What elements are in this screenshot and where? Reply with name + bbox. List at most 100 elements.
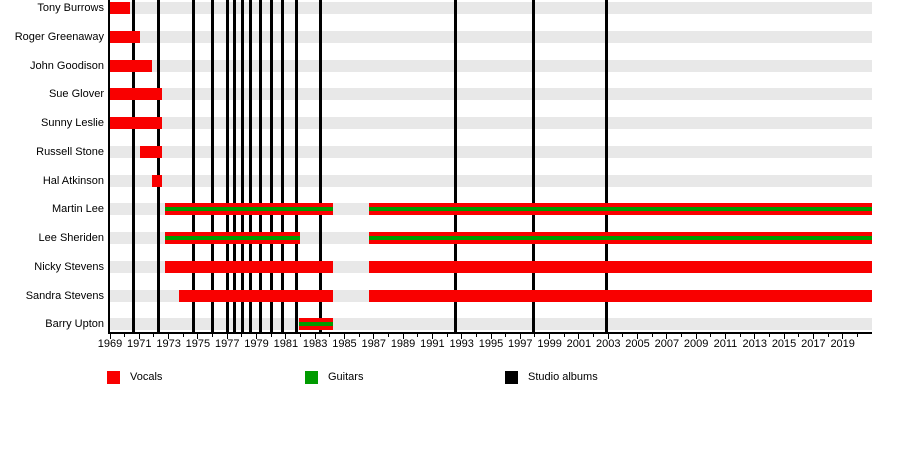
- member-row-track: [110, 88, 872, 101]
- x-axis-minor-tick: [651, 334, 653, 337]
- member-name-label: John Goodison: [30, 59, 104, 72]
- x-axis-tick-label: 1969: [97, 338, 123, 350]
- x-axis-minor-tick: [827, 334, 829, 337]
- member-vocals-bar: [369, 289, 872, 302]
- legend-label-studio-albums: Studio albums: [528, 371, 598, 383]
- x-axis-tick-label: 1975: [185, 338, 211, 350]
- vocals-swatch-icon: [107, 370, 120, 384]
- x-axis-major-tick: [519, 334, 521, 339]
- studio-albums-swatch-icon: [505, 370, 518, 384]
- member-row-track: [110, 59, 872, 72]
- member-name-label: Hal Atkinson: [42, 174, 104, 187]
- studio-album-line: [318, 0, 322, 332]
- member-name-label: Tony Burrows: [37, 2, 104, 14]
- x-axis-minor-tick: [212, 334, 214, 337]
- x-axis-tick-label: 2015: [771, 338, 797, 350]
- member-vocals-bar: [110, 2, 130, 14]
- member-vocals-bar: [110, 59, 152, 72]
- x-axis-minor-tick: [182, 334, 184, 337]
- x-axis-tick-label: 2007: [654, 338, 680, 350]
- member-vocals-bar: [369, 203, 872, 216]
- x-axis-major-tick: [490, 334, 492, 339]
- studio-album-line: [605, 0, 609, 332]
- x-axis-tick-label: 1991: [420, 338, 445, 350]
- member-vocals-bar: [110, 88, 163, 101]
- legend-label-guitars: Guitars: [328, 371, 364, 383]
- x-axis-minor-tick: [270, 334, 272, 337]
- x-axis-tick-label: 2005: [625, 338, 650, 350]
- x-axis-major-tick: [256, 334, 258, 339]
- x-axis-tick-label: 1981: [273, 338, 299, 350]
- member-vocals-bar: [110, 30, 141, 43]
- member-name-label: Barry Upton: [45, 318, 104, 331]
- member-row-track: [110, 174, 872, 187]
- x-axis-tick-label: 1993: [449, 338, 474, 350]
- x-axis-major-tick: [431, 334, 433, 339]
- x-axis-tick-label: 2013: [742, 338, 767, 350]
- member-name-label: Sandra Stevens: [25, 289, 104, 302]
- x-axis-tick-label: 1995: [478, 338, 504, 350]
- x-axis-tick-label: 1983: [302, 338, 328, 350]
- legend-item-studio-albums: Studio albums: [505, 370, 598, 384]
- x-axis-tick-label: 1971: [127, 338, 152, 350]
- x-axis-minor-tick: [798, 334, 800, 337]
- x-axis-major-tick: [842, 334, 844, 339]
- studio-album-line: [211, 0, 215, 332]
- studio-album-line: [269, 0, 273, 332]
- studio-album-line: [294, 0, 298, 332]
- x-axis-major-tick: [812, 334, 814, 339]
- member-row-track: [110, 318, 872, 331]
- x-axis-minor-tick: [475, 334, 477, 337]
- x-axis-minor-tick: [446, 334, 448, 337]
- x-axis-line: [108, 332, 872, 334]
- x-axis-tick-label: 1987: [361, 338, 386, 350]
- x-axis-minor-tick: [768, 334, 770, 337]
- x-axis-minor-tick: [300, 334, 301, 337]
- x-axis-minor-tick: [739, 334, 741, 337]
- x-axis-tick-label: 2003: [595, 338, 621, 350]
- x-axis-major-tick: [373, 334, 375, 339]
- member-vocals-bar: [369, 232, 872, 245]
- x-axis-minor-tick: [505, 334, 507, 337]
- member-vocals-bar: [178, 289, 334, 302]
- studio-album-line: [281, 0, 285, 332]
- x-axis-minor-tick: [153, 334, 155, 337]
- x-axis-tick-label: 2009: [683, 338, 709, 350]
- studio-album-line: [131, 0, 135, 332]
- x-axis-tick-label: 2001: [566, 338, 592, 350]
- member-guitars-stripe: [164, 207, 334, 212]
- x-axis-major-tick: [754, 334, 756, 339]
- x-axis-minor-tick: [241, 334, 243, 337]
- member-name-label: Nicky Stevens: [34, 260, 104, 273]
- x-axis-major-tick: [549, 334, 551, 339]
- x-axis-minor-tick: [710, 334, 712, 337]
- x-axis-major-tick: [402, 334, 404, 339]
- studio-album-line: [233, 0, 237, 332]
- x-axis-minor-tick: [856, 334, 858, 337]
- x-axis-minor-tick: [622, 334, 624, 337]
- x-axis-minor-tick: [563, 334, 565, 337]
- x-axis-minor-tick: [329, 334, 331, 337]
- member-guitars-stripe: [164, 236, 301, 241]
- x-axis-major-tick: [343, 334, 345, 339]
- member-name-label: Russell Stone: [36, 145, 104, 158]
- member-name-label: Martin Lee: [52, 203, 104, 216]
- x-axis-tick-label: 1989: [390, 338, 416, 350]
- member-name-label: Lee Sheriden: [38, 232, 104, 245]
- member-guitars-stripe: [369, 236, 872, 241]
- x-axis-tick-label: 2017: [801, 338, 826, 350]
- x-axis-major-tick: [226, 334, 228, 339]
- x-axis-tick-label: 1973: [156, 338, 181, 350]
- legend-label-vocals: Vocals: [130, 371, 163, 383]
- x-axis-major-tick: [695, 334, 697, 339]
- member-vocals-bar: [369, 260, 872, 273]
- studio-album-line: [156, 0, 160, 332]
- x-axis-tick-label: 2019: [830, 338, 855, 350]
- member-vocals-bar: [140, 145, 162, 158]
- member-name-label: Sunny Leslie: [41, 117, 104, 130]
- x-axis-major-tick: [168, 334, 170, 339]
- x-axis-major-tick: [637, 334, 639, 339]
- x-axis-major-tick: [783, 334, 785, 339]
- studio-album-line: [249, 0, 253, 332]
